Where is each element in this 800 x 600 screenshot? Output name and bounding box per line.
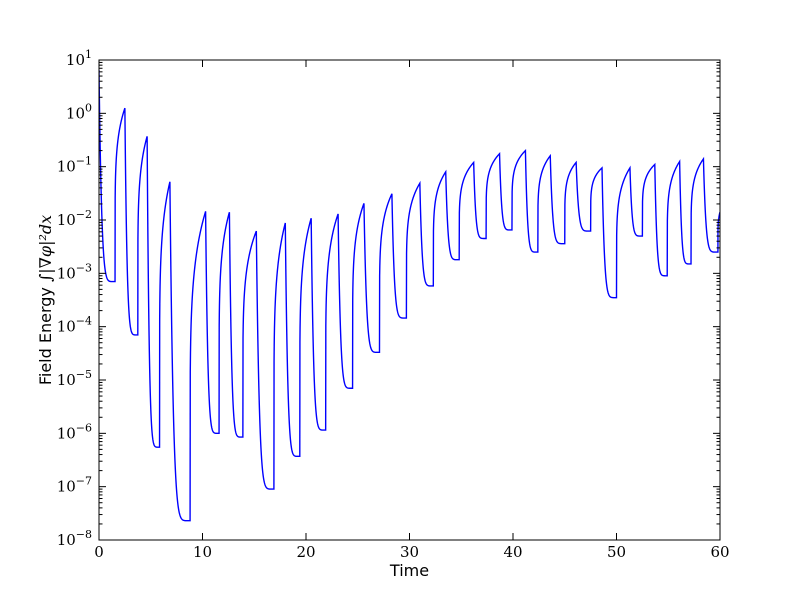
y-tick-label: 10−4	[57, 315, 92, 336]
y-tick-label: 10−1	[57, 155, 92, 176]
y-axis-title-text: Field Energy	[36, 282, 55, 385]
x-axis-title: Time	[389, 561, 429, 580]
x-tick-label: 0	[94, 543, 104, 561]
y-tick-label: 10−3	[57, 261, 92, 282]
x-tick-label: 60	[710, 543, 729, 561]
y-tick-label: 10−5	[57, 368, 92, 389]
y-tick-label: 10−7	[57, 475, 92, 496]
ticks-layer	[98, 59, 721, 541]
series-line	[99, 69, 720, 522]
y-axis-title-math: ∫|∇φ|²dx	[36, 215, 55, 282]
x-tick-label: 10	[193, 543, 212, 561]
x-tick-label: 40	[503, 543, 522, 561]
y-axis-title: Field Energy ∫|∇φ|²dx	[36, 215, 55, 385]
x-tick-label: 50	[607, 543, 626, 561]
y-tick-label: 10−8	[57, 528, 92, 549]
y-tick-label: 10−2	[57, 208, 92, 229]
labels-layer: 0 10 20 30 40 50 60 10−8 10−7 10−6 10−5 10−4 10−3 10−…	[57, 48, 730, 561]
series-layer	[99, 69, 720, 522]
y-tick-label: 100	[66, 101, 92, 122]
x-tick-label: 20	[296, 543, 315, 561]
y-tick-label: 101	[66, 48, 92, 69]
x-tick-label: 30	[400, 543, 419, 561]
y-tick-label: 10−6	[57, 421, 92, 442]
